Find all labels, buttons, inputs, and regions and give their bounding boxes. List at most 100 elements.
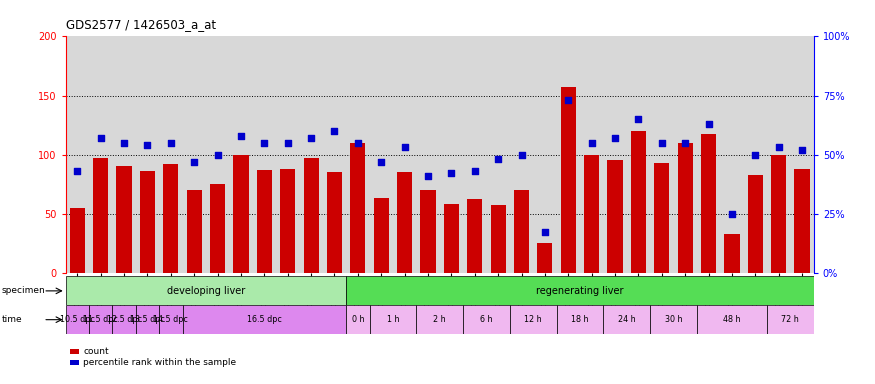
Bar [771, 155, 787, 273]
Bar [631, 131, 646, 273]
Bar [350, 143, 366, 273]
Point [117, 140, 131, 146]
Text: 0 h: 0 h [352, 315, 364, 324]
Text: developing liver: developing liver [167, 286, 245, 296]
Text: 72 h: 72 h [781, 315, 799, 324]
Bar [374, 198, 388, 273]
Point [468, 168, 482, 174]
Bar [677, 143, 693, 273]
Point [421, 173, 435, 179]
Text: 24 h: 24 h [618, 315, 635, 324]
Bar [584, 155, 599, 273]
Point [491, 156, 505, 162]
Bar [210, 184, 225, 273]
Text: specimen: specimen [2, 286, 45, 295]
Bar [66, 276, 346, 305]
Text: time: time [2, 315, 23, 324]
Text: 30 h: 30 h [665, 315, 682, 324]
Bar [93, 158, 108, 273]
Point [164, 140, 178, 146]
Point [351, 140, 365, 146]
Point [514, 152, 528, 158]
Text: 13.5 dpc: 13.5 dpc [130, 315, 164, 324]
Bar [369, 305, 416, 334]
Bar [604, 305, 650, 334]
Point [444, 170, 458, 177]
Bar [561, 87, 576, 273]
Point [327, 128, 341, 134]
Bar [256, 170, 272, 273]
Point [654, 140, 668, 146]
Text: 11.5 dpc: 11.5 dpc [83, 315, 118, 324]
Point [748, 152, 762, 158]
Text: percentile rank within the sample: percentile rank within the sample [83, 358, 236, 367]
Text: 14.5 dpc: 14.5 dpc [153, 315, 188, 324]
Point [234, 132, 248, 139]
Point [211, 152, 225, 158]
Bar [607, 161, 623, 273]
Bar [654, 163, 669, 273]
Bar [346, 276, 814, 305]
Bar [510, 305, 556, 334]
Point [702, 121, 716, 127]
Text: 48 h: 48 h [723, 315, 740, 324]
Bar [537, 243, 552, 273]
Point [561, 97, 575, 103]
Bar [650, 305, 696, 334]
Bar [463, 305, 510, 334]
Point [374, 159, 388, 165]
Bar [514, 190, 529, 273]
Bar [304, 158, 318, 273]
Point [724, 210, 738, 217]
Text: 16.5 dpc: 16.5 dpc [247, 315, 282, 324]
Bar [89, 305, 112, 334]
Bar [416, 305, 463, 334]
Point [772, 144, 786, 151]
Point [94, 135, 108, 141]
Bar [112, 305, 136, 334]
Bar [234, 155, 248, 273]
Text: regenerating liver: regenerating liver [536, 286, 624, 296]
Point [538, 229, 552, 235]
Bar [116, 166, 131, 273]
Point [141, 142, 155, 148]
Bar [794, 169, 809, 273]
Text: 6 h: 6 h [480, 315, 493, 324]
Text: 10.5 dpc: 10.5 dpc [60, 315, 94, 324]
Point [70, 168, 84, 174]
Point [632, 116, 646, 122]
Bar [280, 169, 296, 273]
Point [397, 144, 411, 151]
Text: 12 h: 12 h [524, 315, 542, 324]
Bar [186, 190, 202, 273]
Bar [724, 234, 739, 273]
Text: 2 h: 2 h [433, 315, 446, 324]
Bar [491, 205, 506, 273]
Bar [397, 172, 412, 273]
Bar [327, 172, 342, 273]
Point [584, 140, 598, 146]
Text: count: count [83, 347, 108, 356]
Bar [556, 305, 604, 334]
Point [281, 140, 295, 146]
Point [257, 140, 271, 146]
Bar [696, 305, 767, 334]
Bar [467, 199, 482, 273]
Text: 18 h: 18 h [571, 315, 589, 324]
Bar [136, 305, 159, 334]
Bar [767, 305, 814, 334]
Text: 12.5 dpc: 12.5 dpc [107, 315, 142, 324]
Bar [748, 175, 763, 273]
Point [304, 135, 318, 141]
Text: GDS2577 / 1426503_a_at: GDS2577 / 1426503_a_at [66, 18, 216, 31]
Bar [70, 208, 85, 273]
Point [187, 159, 201, 165]
Text: 1 h: 1 h [387, 315, 399, 324]
Bar [164, 164, 178, 273]
Bar [159, 305, 183, 334]
Bar [444, 204, 459, 273]
Bar [701, 134, 716, 273]
Point [608, 135, 622, 141]
Bar [66, 305, 89, 334]
Point [795, 147, 809, 153]
